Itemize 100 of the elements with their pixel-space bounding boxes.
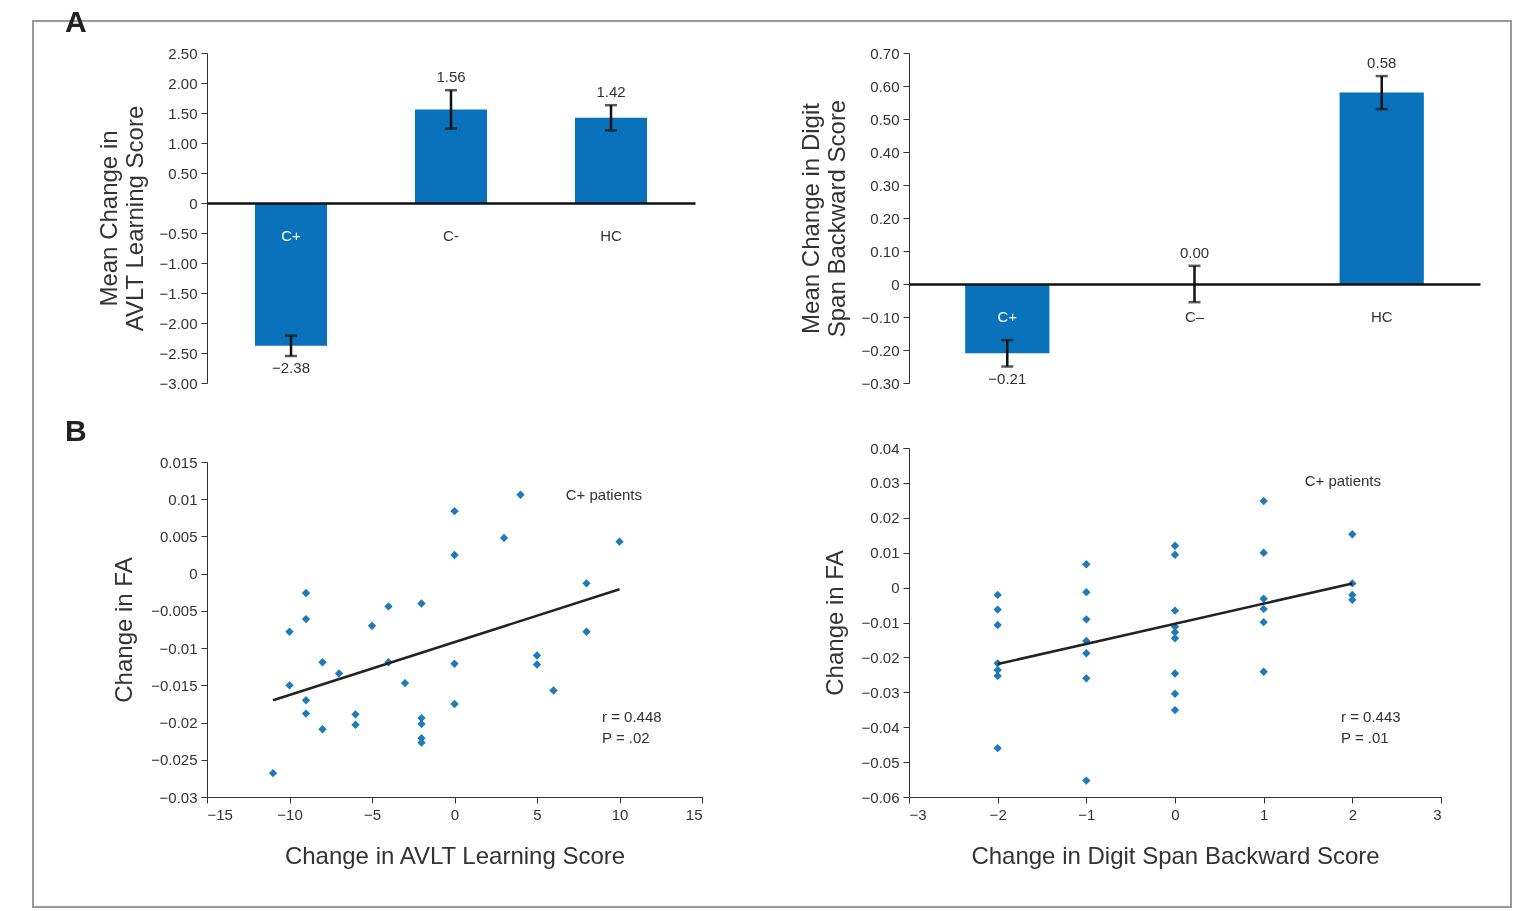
data-label: 0.58 <box>1367 54 1397 72</box>
point <box>1082 560 1091 569</box>
chart-title: A <box>65 5 87 38</box>
x-tick-label: 3 <box>1433 805 1442 823</box>
y-tick-label: 0.005 <box>159 527 198 545</box>
y-axis-title: Mean Change in Digit Span Backward Score <box>796 99 850 338</box>
x-axis-title: Change in Digit Span Backward Score <box>971 841 1380 869</box>
point <box>1259 548 1268 557</box>
y-tick-label: −0.10 <box>861 308 900 326</box>
y-tick-label: −0.20 <box>861 341 900 359</box>
y-tick-label: 0.20 <box>870 209 900 227</box>
point <box>1170 606 1180 615</box>
y-tick-label: −2.00 <box>159 314 198 332</box>
y-tick-label: 0.02 <box>870 509 900 527</box>
y-tick-label: −0.01 <box>159 639 198 657</box>
x-tick-label: −10 <box>277 805 303 823</box>
x-tick-label: C+ <box>281 226 302 244</box>
y-tick-label: −0.05 <box>861 753 900 771</box>
point <box>1259 617 1268 627</box>
y-tick-label: −1.00 <box>159 254 198 272</box>
x-tick-label: 1 <box>1259 805 1269 823</box>
y-tick-label: 0.01 <box>870 544 900 562</box>
point <box>1082 649 1091 658</box>
x-tick-label: 2 <box>1348 805 1358 823</box>
point <box>1348 530 1357 539</box>
data-label: −2.38 <box>272 359 310 376</box>
y-tick-label: 0.04 <box>870 439 900 457</box>
y-tick-label: −0.02 <box>159 714 198 732</box>
y-tick-label: −3.00 <box>159 374 198 392</box>
point <box>993 743 1002 753</box>
annotation: r = 0.443 <box>1341 708 1401 725</box>
data-label: −0.21 <box>988 369 1027 387</box>
point <box>993 620 1002 630</box>
x-tick-label: 5 <box>533 805 542 823</box>
y-tick-label: 0.50 <box>168 164 198 182</box>
y-tick-label: 0.40 <box>870 143 900 161</box>
point <box>993 605 1002 614</box>
x-axis-title: Change in AVLT Learning Score <box>284 841 626 869</box>
point <box>1082 615 1091 624</box>
chart-title: B <box>65 414 87 447</box>
data-label: 0.00 <box>1179 243 1210 261</box>
y-tick-label: 0.03 <box>870 474 900 492</box>
y-tick-label: 0.015 <box>159 453 198 471</box>
y-tick-label: 0 <box>189 565 198 583</box>
x-tick-label: C+ <box>997 307 1018 325</box>
y-tick-label: 0.01 <box>168 490 198 508</box>
point <box>1170 669 1180 678</box>
y-tick-label: −1.50 <box>159 284 198 302</box>
y-tick-label: 0.70 <box>870 44 900 62</box>
x-tick-label: −2 <box>989 805 1007 823</box>
point <box>1259 496 1268 506</box>
point <box>1170 550 1180 559</box>
annotation: C+ patients <box>1304 472 1381 489</box>
data-label: 1.56 <box>436 68 466 86</box>
y-tick-label: 2.50 <box>168 44 198 62</box>
y-tick-label: −0.04 <box>861 718 900 736</box>
point <box>1082 674 1091 683</box>
data-label: 1.42 <box>596 83 626 101</box>
y-tick-label: 0 <box>891 579 900 597</box>
y-tick-label: −0.005 <box>151 602 198 620</box>
y-tick-label: −0.30 <box>861 374 900 392</box>
point <box>1259 604 1268 614</box>
y-tick-label: −0.50 <box>159 224 198 242</box>
y-axis-title: Change in FA <box>820 550 848 696</box>
point <box>1082 776 1091 785</box>
y-tick-label: 0 <box>189 194 198 212</box>
y-tick-label: 0.50 <box>870 110 900 128</box>
y-tick-label: 2.00 <box>168 74 198 92</box>
point <box>1082 587 1091 597</box>
y-tick-label: −0.03 <box>159 788 198 806</box>
y-tick-label: −0.02 <box>861 648 900 666</box>
y-tick-label: −0.01 <box>861 614 900 631</box>
y-axis-title: Mean Change in AVLT Learning Score <box>94 105 148 332</box>
point <box>1170 705 1180 715</box>
y-tick-label: −0.015 <box>151 676 198 694</box>
x-tick-label: 0 <box>1171 805 1180 823</box>
y-tick-label: 1.50 <box>168 104 198 122</box>
x-tick-label: −3 <box>909 805 927 823</box>
x-tick-label: −15 <box>207 805 233 823</box>
bar <box>415 109 487 203</box>
x-tick-label: 15 <box>685 805 703 823</box>
y-axis-title: Change in FA <box>110 557 138 703</box>
point <box>1170 689 1180 698</box>
x-tick-label: HC <box>600 226 622 244</box>
x-tick-label: 0 <box>450 805 460 823</box>
y-tick-label: −0.025 <box>151 751 198 769</box>
x-tick-label: −5 <box>363 805 382 823</box>
y-tick-label: −2.50 <box>159 344 198 362</box>
annotation: r = 0.448 <box>602 708 662 725</box>
y-tick-label: 0.60 <box>870 77 900 95</box>
point <box>1259 594 1268 603</box>
point <box>1170 634 1180 643</box>
point <box>993 590 1002 600</box>
x-tick-label: C- <box>443 226 459 244</box>
point <box>1259 667 1268 676</box>
y-tick-label: 0 <box>891 275 900 293</box>
x-tick-label: −1 <box>1078 805 1096 823</box>
y-tick-label: 0.30 <box>870 176 900 194</box>
y-tick-label: 1.00 <box>168 134 198 152</box>
annotation: P = .02 <box>602 729 650 746</box>
